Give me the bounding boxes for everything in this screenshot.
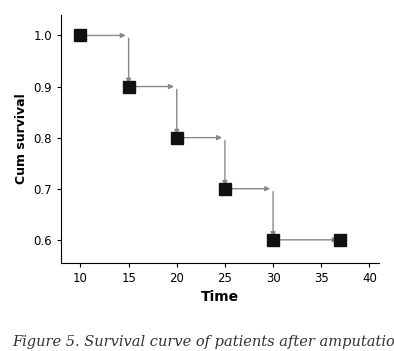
Y-axis label: Cum survival: Cum survival (15, 93, 28, 184)
X-axis label: Time: Time (201, 290, 239, 304)
Text: Figure 5. Survival curve of patients after amputation.: Figure 5. Survival curve of patients aft… (12, 335, 394, 349)
